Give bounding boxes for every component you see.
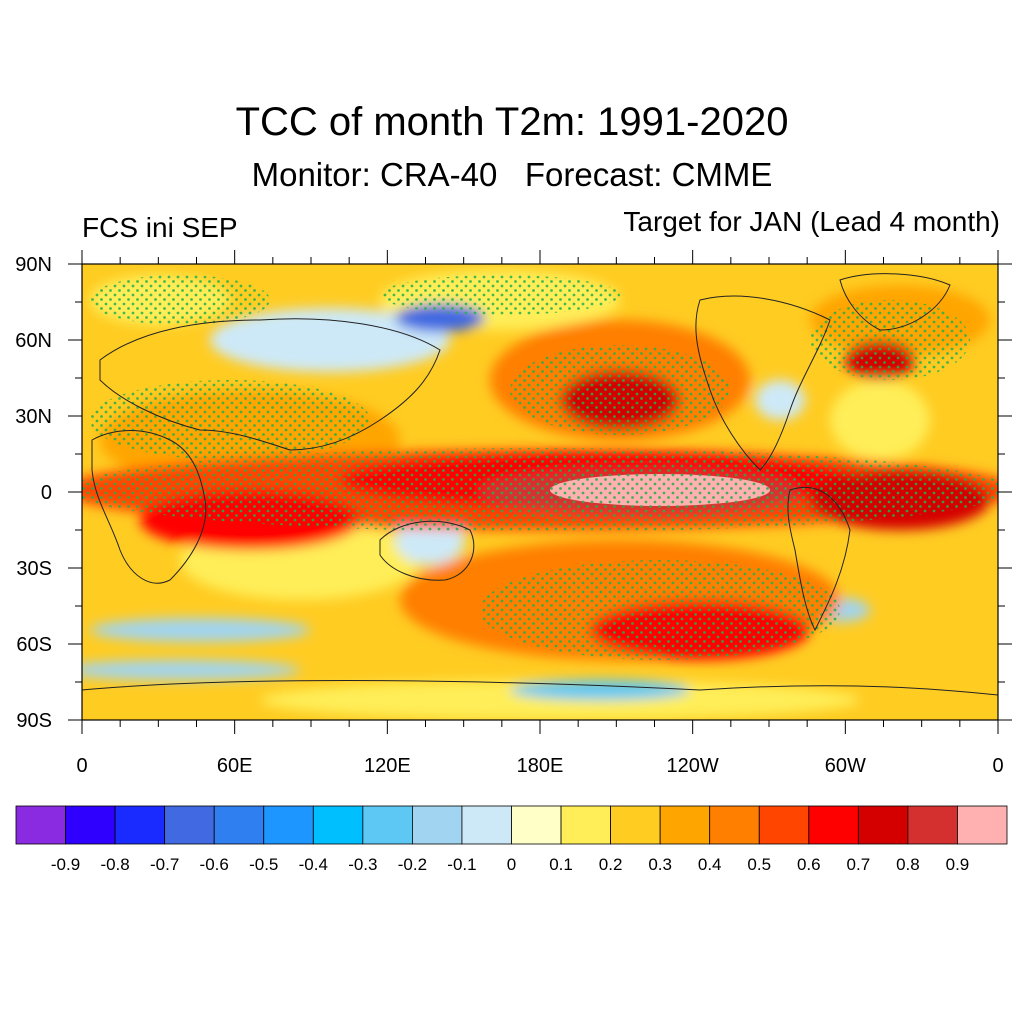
lat-tick-label: 0 <box>41 482 52 504</box>
coast-antarctica <box>82 680 998 696</box>
lat-tick-label: 30S <box>16 558 52 580</box>
colorbar-label: 0.8 <box>896 855 920 874</box>
colorbar-swatch <box>312 805 364 845</box>
init-label: FCS ini SEP <box>82 212 238 243</box>
stipple-tropics <box>82 448 998 532</box>
field-yellow-atlantic <box>830 380 930 460</box>
colorbar-swatch <box>461 805 512 845</box>
target-label: Target for JAN (Lead 4 month) <box>623 206 1000 237</box>
colorbar-swatch <box>511 805 562 845</box>
lat-tick-label: 90N <box>15 254 52 276</box>
lon-tick-label: 120W <box>667 755 719 777</box>
field-blue-antarctic-coast <box>82 660 300 680</box>
colorbar-swatch <box>263 805 314 845</box>
lat-tick-label: 30N <box>15 406 52 428</box>
colorbar-label: -0.9 <box>51 855 80 874</box>
stipple-europe <box>90 275 270 325</box>
coast-north-america <box>695 295 831 471</box>
stipple-north-atlantic <box>810 300 970 380</box>
coast-eurasia <box>99 318 441 451</box>
colorbar-label: -0.1 <box>447 855 476 874</box>
colorbar-label: -0.7 <box>150 855 179 874</box>
map-subtitle: Monitor: CRA-40 Forecast: CMME <box>251 156 773 193</box>
colorbar-label: 0.1 <box>549 855 573 874</box>
coast-south-america <box>787 486 851 632</box>
colorbar-swatch <box>15 805 66 845</box>
colorbar-swatch <box>362 805 413 845</box>
colorbar-swatch <box>857 805 909 845</box>
correlation-field <box>82 264 998 720</box>
field-blue-siberia <box>210 308 450 372</box>
coast-africa <box>91 430 207 584</box>
colorbar-label: -0.2 <box>398 855 427 874</box>
colorbar-label: -0.6 <box>200 855 229 874</box>
colorbar-label: -0.8 <box>100 855 129 874</box>
colorbar-swatch <box>560 805 611 845</box>
field-blue-southern-ocean <box>90 618 310 642</box>
colorbar-swatch <box>709 805 760 845</box>
colorbar-label: -0.4 <box>299 855 328 874</box>
lon-tick-label: 0 <box>76 755 87 777</box>
colorbar-swatch <box>411 805 463 845</box>
stipple-asia <box>90 380 370 460</box>
axis-ticks <box>68 250 1012 734</box>
stipple-north-pacific <box>510 345 730 435</box>
lon-tick-label: 60W <box>825 755 866 777</box>
lon-tick-label: 60E <box>217 755 253 777</box>
coastlines <box>82 273 998 696</box>
map-title: TCC of month T2m: 1991-2020 <box>235 100 789 144</box>
colorbar-label: -0.5 <box>249 855 278 874</box>
colorbar <box>15 805 1008 845</box>
colorbar-swatch <box>610 805 661 845</box>
colorbar-label: 0.9 <box>946 855 970 874</box>
lon-tick-label: 0 <box>992 755 1003 777</box>
lon-tick-label: 120E <box>364 755 411 777</box>
field-yellow-antarctic <box>260 680 860 720</box>
field-blue-north-america <box>755 380 805 420</box>
longitude-labels: 0 60E 120E 180E 120W 60W 0 <box>76 755 1003 777</box>
coast-australia <box>379 520 475 581</box>
colorbar-swatch <box>957 805 1008 845</box>
colorbar-swatch <box>907 805 958 845</box>
lat-tick-label: 60N <box>15 330 52 352</box>
colorbar-swatch <box>213 805 265 845</box>
colorbar-swatch <box>114 805 166 845</box>
colorbar-label: 0.2 <box>599 855 623 874</box>
colorbar-swatch <box>65 805 116 845</box>
stipple-arctic <box>380 275 620 315</box>
latitude-labels: 90N 60N 30N 0 30S 60S 90S <box>15 254 52 732</box>
colorbar-label: 0 <box>507 855 516 874</box>
colorbar-label: 0.6 <box>797 855 821 874</box>
field-blue-ross <box>510 680 690 700</box>
lon-tick-label: 180E <box>517 755 564 777</box>
colorbar-label: -0.3 <box>348 855 377 874</box>
colorbar-swatch <box>808 805 859 845</box>
colorbar-label: 0.4 <box>698 855 722 874</box>
lat-tick-label: 90S <box>16 710 52 732</box>
lat-tick-label: 60S <box>16 634 52 656</box>
coast-greenland <box>839 273 951 331</box>
colorbar-swatch <box>659 805 711 845</box>
colorbar-swatch <box>164 805 215 845</box>
colorbar-labels: -0.9 -0.8 -0.7 -0.6 -0.5 -0.4 -0.3 -0.2 -0.1 0 0.1… <box>51 855 969 874</box>
colorbar-swatch <box>758 805 810 845</box>
stipple-south-pacific <box>480 560 840 660</box>
colorbar-label: 0.7 <box>847 855 871 874</box>
colorbar-label: 0.5 <box>747 855 771 874</box>
colorbar-label: 0.3 <box>648 855 672 874</box>
